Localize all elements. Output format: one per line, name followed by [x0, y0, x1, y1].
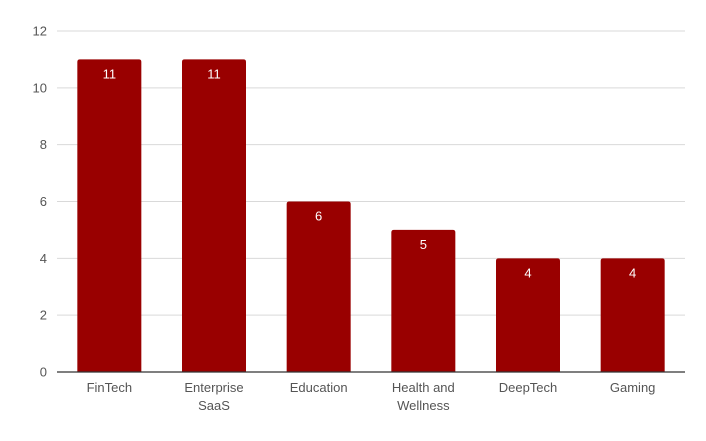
x-tick-label: Gaming [610, 380, 656, 395]
y-tick-label: 12 [33, 24, 47, 39]
bars [77, 59, 665, 373]
data-label: 4 [524, 265, 531, 280]
data-label: 11 [103, 66, 117, 81]
gridlines [57, 30, 685, 316]
x-tick-label-line: FinTech [87, 380, 133, 395]
bar [286, 201, 351, 372]
y-tick-label: 10 [33, 80, 47, 95]
x-tick-label: Enterprise SaaS [184, 380, 243, 413]
x-tick-label-line: Education [290, 380, 348, 395]
y-tick-label: 6 [40, 194, 47, 209]
y-axis-ticks: 0 2 4 6 8 10 12 [33, 24, 47, 380]
y-tick-label: 8 [40, 137, 47, 152]
x-tick-label: DeepTech [499, 380, 558, 395]
x-axis-ticks: FinTech Enterprise SaaS Education Health and… [87, 380, 656, 413]
bar [182, 59, 246, 373]
x-tick-label-line: DeepTech [499, 380, 558, 395]
y-tick-label: 0 [40, 365, 47, 380]
data-label: 6 [315, 209, 322, 224]
bar [391, 229, 456, 372]
x-tick-label: Health and Wellness [392, 380, 455, 413]
x-tick-label-line: Wellness [397, 398, 450, 413]
data-label: 5 [420, 237, 427, 252]
bar [600, 258, 665, 372]
bar [496, 258, 560, 372]
data-label: 4 [629, 265, 636, 280]
bar [77, 59, 142, 373]
x-tick-label-line: Enterprise [184, 380, 243, 395]
y-tick-label: 4 [40, 251, 47, 266]
data-label: 11 [207, 66, 221, 81]
x-tick-label: FinTech [87, 380, 133, 395]
x-tick-label-line: SaaS [198, 398, 230, 413]
x-tick-label-line: Health and [392, 380, 455, 395]
y-tick-label: 2 [40, 308, 47, 323]
data-labels: 11 11 6 5 4 4 [103, 66, 637, 280]
x-tick-label: Education [290, 380, 348, 395]
x-tick-label-line: Gaming [610, 380, 656, 395]
